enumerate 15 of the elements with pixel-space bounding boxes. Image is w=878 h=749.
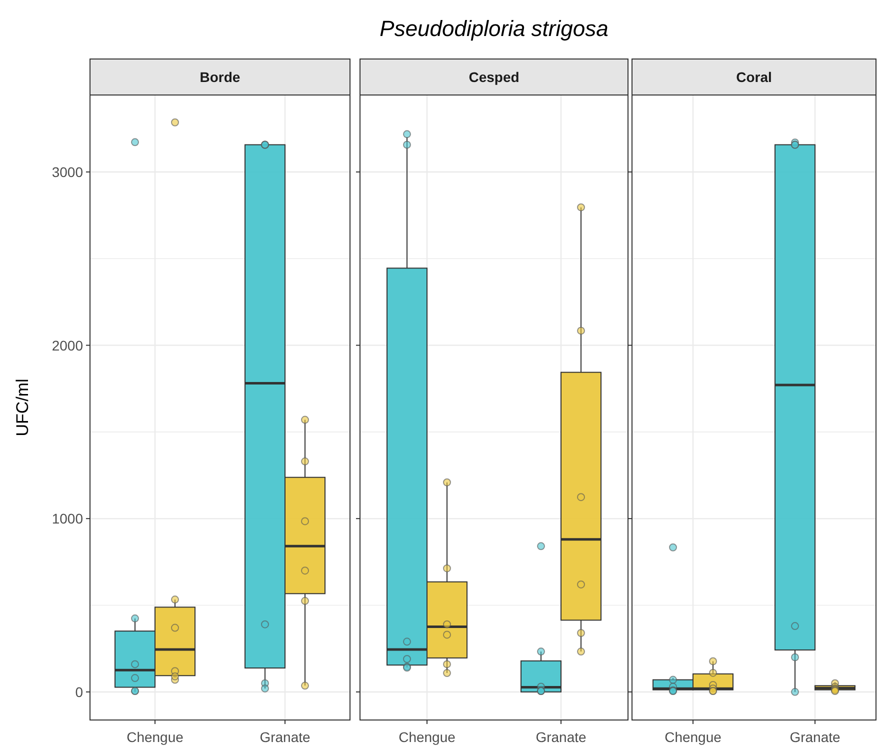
y-axis-title: UFC/ml [13,378,32,436]
y-tick-label: 3000 [52,164,84,180]
y-tick-label: 1000 [52,510,84,527]
x-tick-label: Granate [790,729,841,745]
y-tick-label: 0 [75,684,84,700]
x-tick-label: Granate [536,729,587,745]
x-tick-label: Chengue [126,729,184,745]
x-tick-label: Chengue [398,729,456,745]
chart-subtitle: Coral [736,69,772,85]
chart-subtitle: Cesped [468,69,520,85]
chart-title: Pseudodiploria strigosa [380,16,608,41]
x-tick-label: Granate [260,729,311,745]
x-tick-label: Chengue [664,729,722,745]
y-tick-label: 2000 [52,337,84,354]
chart-subtitle: Borde [200,69,240,85]
